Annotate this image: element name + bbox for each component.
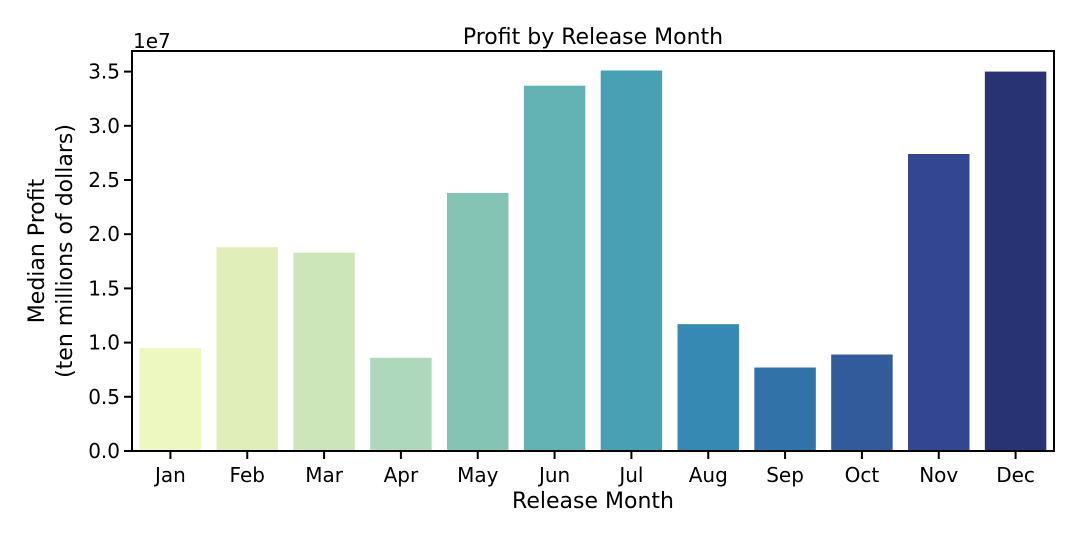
x-tick-label: Nov: [919, 463, 958, 487]
y-tick-label: 1.5: [88, 276, 120, 300]
x-axis-ticks: Jan Feb Mar Apr May Jun Jul Aug Sep Oct Nov Dec: [153, 451, 1035, 487]
bars: [139, 70, 1047, 452]
y-tick-label: 3.0: [88, 114, 120, 138]
x-tick-label: Jun: [537, 463, 570, 487]
bar-jun: [523, 85, 586, 451]
x-tick-label: Sep: [766, 463, 804, 487]
x-tick-label: Aug: [689, 463, 728, 487]
y-tick-label: 2.0: [88, 222, 120, 246]
y-tick-label: 1.0: [88, 331, 120, 355]
x-tick-label: Jul: [617, 463, 643, 487]
x-tick-label: Apr: [384, 463, 419, 487]
bar-nov: [908, 153, 970, 452]
bar-oct: [831, 354, 893, 451]
bar-apr: [370, 357, 432, 451]
x-tick-label: Feb: [230, 463, 265, 487]
bar-dec: [984, 71, 1047, 452]
bar-may: [447, 193, 509, 451]
y-tick-label: 3.5: [88, 60, 120, 84]
bar-mar: [293, 252, 355, 451]
bar-jul: [600, 70, 663, 451]
x-tick-label: Mar: [305, 463, 344, 487]
y-offset-label: 1e7: [133, 29, 171, 53]
x-axis-title: Release Month: [512, 489, 674, 514]
y-axis-title-line1: Median Profit: [25, 178, 50, 323]
bar-jan: [139, 348, 202, 451]
y-axis-ticks: 0.0 0.5 1.0 1.5 2.0 2.5 3.0 3.5: [88, 60, 132, 463]
x-tick-label: May: [457, 463, 499, 487]
y-axis-title: Median Profit (ten millions of dollars): [25, 124, 78, 378]
bar-aug: [677, 324, 739, 451]
y-axis-title-line2: (ten millions of dollars): [53, 124, 78, 378]
x-tick-label: Oct: [845, 463, 880, 487]
bar-feb: [216, 247, 278, 451]
y-tick-label: 0.5: [88, 385, 120, 409]
y-tick-label: 2.5: [88, 168, 120, 192]
bar-sep: [754, 367, 816, 451]
y-tick-label: 0.0: [88, 439, 120, 463]
x-tick-label: Dec: [996, 463, 1035, 487]
plot-frame: [131, 50, 1055, 452]
x-tick-label: Jan: [153, 463, 186, 487]
chart-title: Profit by Release Month: [463, 25, 723, 50]
